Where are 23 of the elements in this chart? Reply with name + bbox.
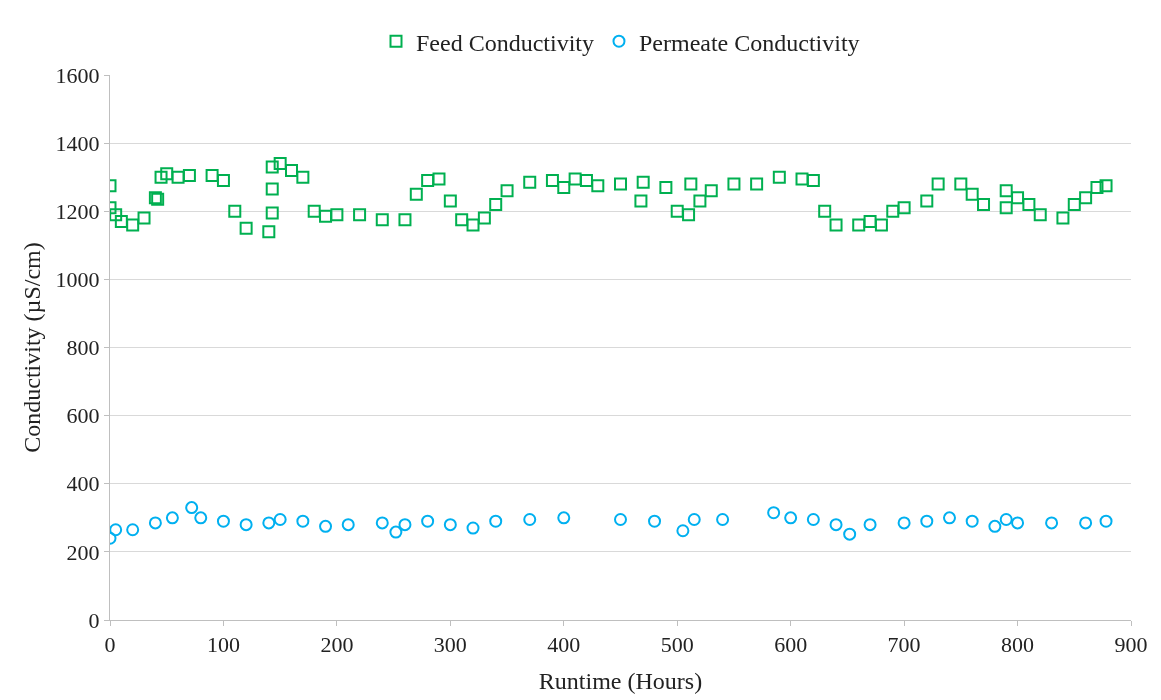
x-tick-label: 800 xyxy=(1001,632,1035,658)
legend-label: Permeate Conductivity xyxy=(638,29,860,56)
y-tick-label: 1200 xyxy=(55,198,100,224)
x-tick-label: 0 xyxy=(104,632,116,658)
y-tick-label: 200 xyxy=(66,539,100,565)
x-tick-label: 100 xyxy=(206,632,240,658)
x-tick-label: 500 xyxy=(660,632,694,658)
x-axis-title: Runtime (Hours) xyxy=(538,667,703,694)
y-tick-label: 0 xyxy=(88,607,100,633)
y-tick-label: 1600 xyxy=(55,62,100,88)
legend-label: Feed Conductivity xyxy=(416,29,594,56)
y-tick-label: 800 xyxy=(66,335,100,361)
x-tick-label: 300 xyxy=(433,632,467,658)
y-tick-label: 600 xyxy=(66,403,100,429)
x-tick-label: 200 xyxy=(320,632,354,658)
x-tick-label: 900 xyxy=(1114,632,1148,658)
y-tick-label: 1000 xyxy=(55,267,100,293)
x-tick-label: 600 xyxy=(774,632,808,658)
x-tick-label: 700 xyxy=(887,632,921,658)
x-tick-label: 400 xyxy=(547,632,581,658)
y-axis-title: Conductivity (µS/cm) xyxy=(18,242,45,453)
y-tick-label: 1400 xyxy=(55,130,100,156)
y-tick-label: 400 xyxy=(66,471,100,497)
